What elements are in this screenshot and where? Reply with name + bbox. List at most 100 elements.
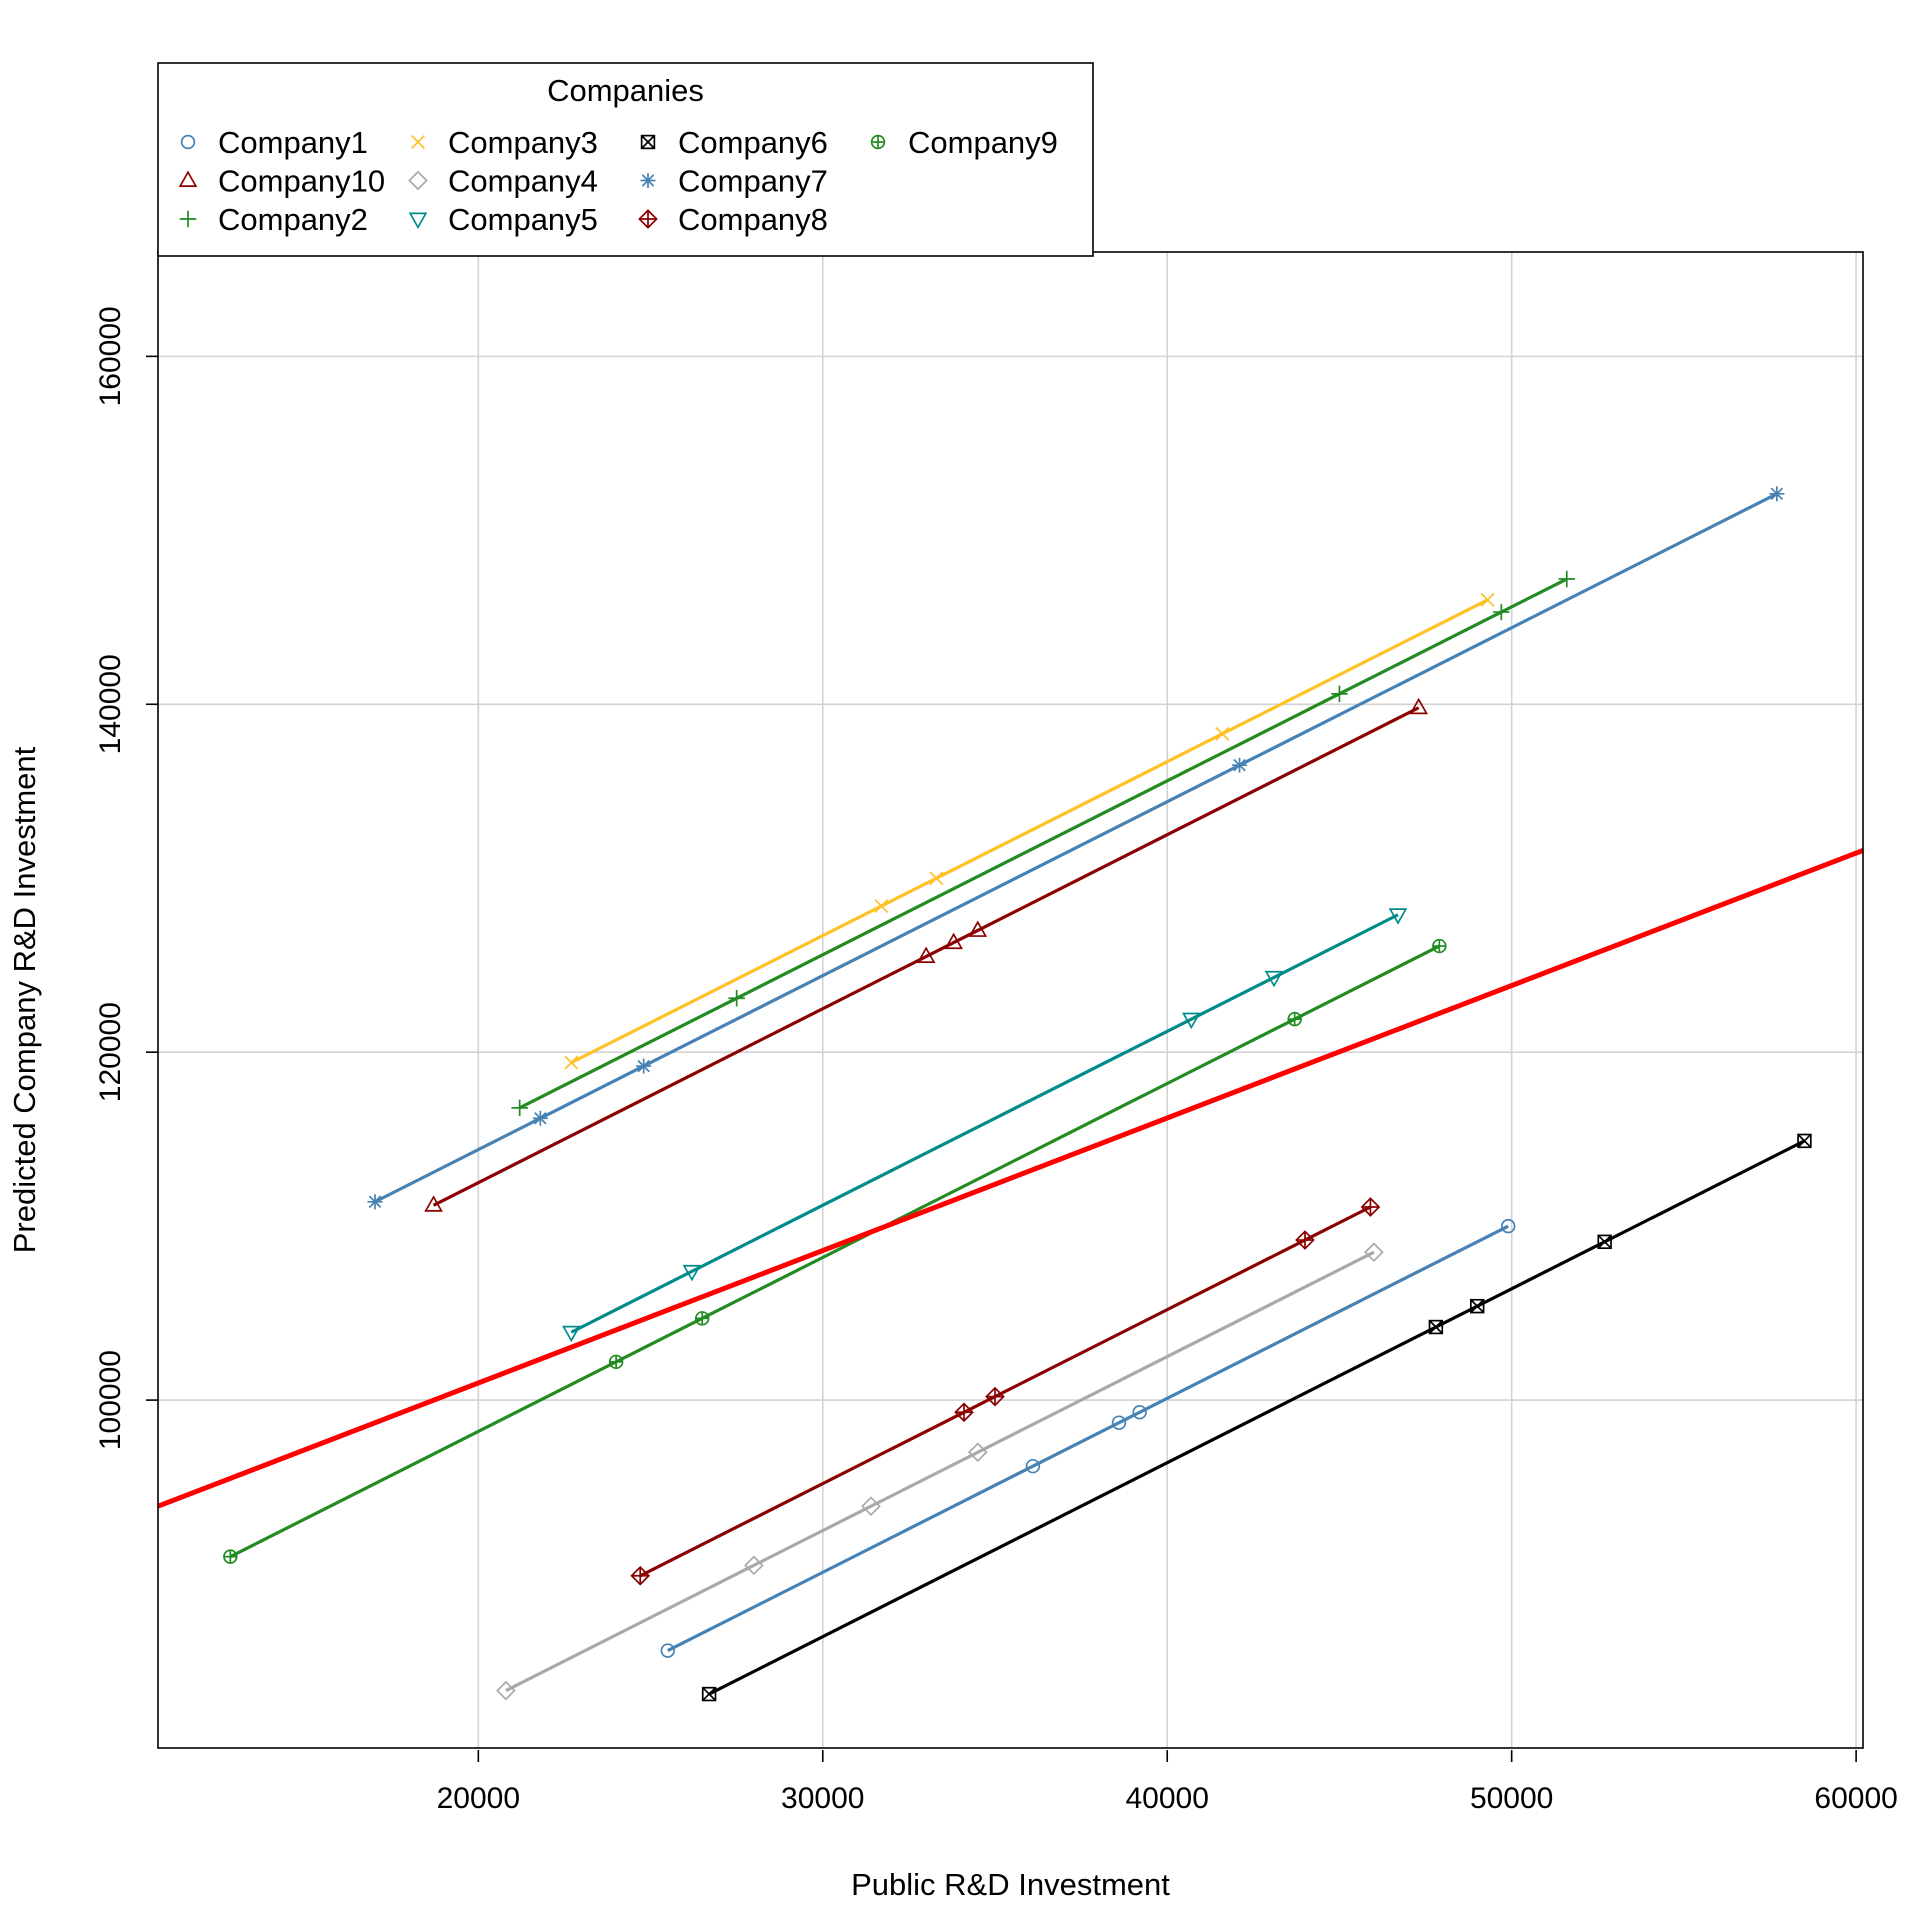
data-point-company10 (916, 946, 936, 963)
legend-item: Company8 (638, 202, 828, 237)
data-point-company4 (744, 1555, 764, 1576)
data-point-company6 (1428, 1319, 1444, 1335)
data-point-company1 (1500, 1218, 1516, 1234)
legend-marker-company9 (870, 134, 886, 150)
legend-marker-company8 (638, 209, 658, 229)
data-point-company1 (1132, 1405, 1147, 1420)
legend-item: Company4 (408, 164, 598, 199)
series-line-company4 (505, 1250, 1375, 1693)
data-point-company5 (561, 1325, 581, 1343)
legend-label: Company8 (678, 202, 828, 237)
legend-item: Company10 (178, 164, 385, 199)
series-line-company1 (667, 1224, 1509, 1653)
data-point-company9 (1287, 1011, 1302, 1027)
x-tick-label: 50000 (1470, 1782, 1553, 1815)
legend-label: Company5 (448, 202, 598, 237)
legend: Companies Company1Company10Company2Compa… (157, 62, 1094, 257)
y-tick-label: 140000 (94, 654, 127, 754)
data-point-company4 (861, 1496, 881, 1517)
legend-label: Company10 (218, 164, 385, 199)
grid (158, 252, 1863, 1748)
legend-label: Company3 (448, 125, 598, 160)
data-point-company7 (1232, 757, 1248, 773)
legend-label: Company1 (218, 125, 368, 160)
legend-label: Company6 (678, 125, 828, 160)
legend-label: Company2 (218, 202, 368, 237)
legend-marker-company10 (178, 170, 198, 187)
data-point-company3 (929, 871, 944, 886)
data-point-company5 (682, 1264, 702, 1282)
data-point-company9 (1432, 938, 1447, 954)
data-point-company7 (1769, 486, 1785, 502)
data-point-company8 (954, 1402, 974, 1423)
legend-marker-company2 (179, 210, 197, 228)
legend-marker-company3 (411, 135, 425, 149)
legend-title: Companies (547, 73, 704, 108)
data-point-company5 (1388, 908, 1408, 925)
legend-marker-company6 (640, 134, 656, 150)
x-tick-label: 30000 (781, 1782, 864, 1815)
data-point-company6 (701, 1686, 717, 1702)
legend-item: Company1 (180, 125, 368, 160)
data-point-company4 (967, 1442, 988, 1463)
data-point-company3 (1215, 726, 1230, 741)
series-line-company10 (432, 706, 1420, 1207)
axes: 20000 30000 40000 50000 60000 100000 120000 140… (94, 306, 1898, 1815)
data-point-company6 (1597, 1234, 1612, 1250)
legend-marker-company5 (408, 212, 428, 229)
legend-label: Company9 (908, 125, 1058, 160)
data-point-company2 (1331, 685, 1348, 703)
data-point-company10 (1409, 697, 1429, 715)
data-point-company7 (636, 1058, 652, 1074)
legend-item: Company5 (408, 202, 598, 237)
y-tick-label: 120000 (94, 1002, 127, 1102)
data-point-company6 (1797, 1133, 1812, 1149)
series-markers (223, 486, 1812, 1702)
legend-item: Company6 (640, 125, 828, 160)
y-tick-label: 160000 (94, 306, 127, 406)
data-point-company1 (660, 1643, 676, 1658)
x-tick-label: 40000 (1126, 1782, 1209, 1815)
data-point-company1 (1111, 1415, 1127, 1430)
legend-box (157, 62, 1094, 257)
data-point-company4 (496, 1680, 516, 1701)
data-point-company4 (1364, 1242, 1384, 1263)
x-tick-label: 60000 (1814, 1782, 1897, 1815)
y-tick-label: 100000 (94, 1350, 127, 1450)
data-point-company9 (223, 1549, 238, 1564)
x-tick-label: 20000 (437, 1782, 520, 1815)
data-point-company5 (1181, 1012, 1201, 1030)
reference-line-group (157, 848, 1864, 1509)
data-point-company9 (608, 1354, 624, 1370)
data-point-company8 (985, 1386, 1005, 1407)
data-point-company5 (1264, 970, 1284, 988)
legend-item: Company9 (870, 125, 1058, 160)
data-point-company3 (1480, 592, 1495, 607)
legend-item: Company3 (411, 125, 598, 160)
data-point-company3 (564, 1055, 579, 1070)
data-point-company10 (424, 1195, 443, 1212)
data-point-company8 (1295, 1230, 1315, 1250)
reference-line (157, 848, 1864, 1509)
data-point-company7 (532, 1110, 548, 1126)
legend-label: Company4 (448, 164, 598, 199)
data-point-company3 (874, 899, 889, 914)
data-point-company2 (1493, 603, 1510, 621)
series-line-company5 (570, 913, 1399, 1334)
legend-item: Company7 (640, 164, 828, 199)
data-point-company8 (630, 1565, 651, 1586)
data-point-company8 (1360, 1197, 1381, 1217)
y-axis-title: Predicted Company R&D Investment (7, 746, 42, 1253)
data-point-company7 (367, 1194, 383, 1210)
data-point-company2 (1558, 570, 1576, 588)
legend-label: Company7 (678, 164, 828, 199)
data-point-company2 (728, 990, 745, 1007)
data-point-company6 (1469, 1298, 1485, 1314)
data-point-company10 (968, 920, 988, 937)
legend-marker-company4 (408, 170, 428, 191)
x-axis-title: Public R&D Investment (851, 1867, 1170, 1902)
legend-marker-company1 (180, 134, 196, 150)
